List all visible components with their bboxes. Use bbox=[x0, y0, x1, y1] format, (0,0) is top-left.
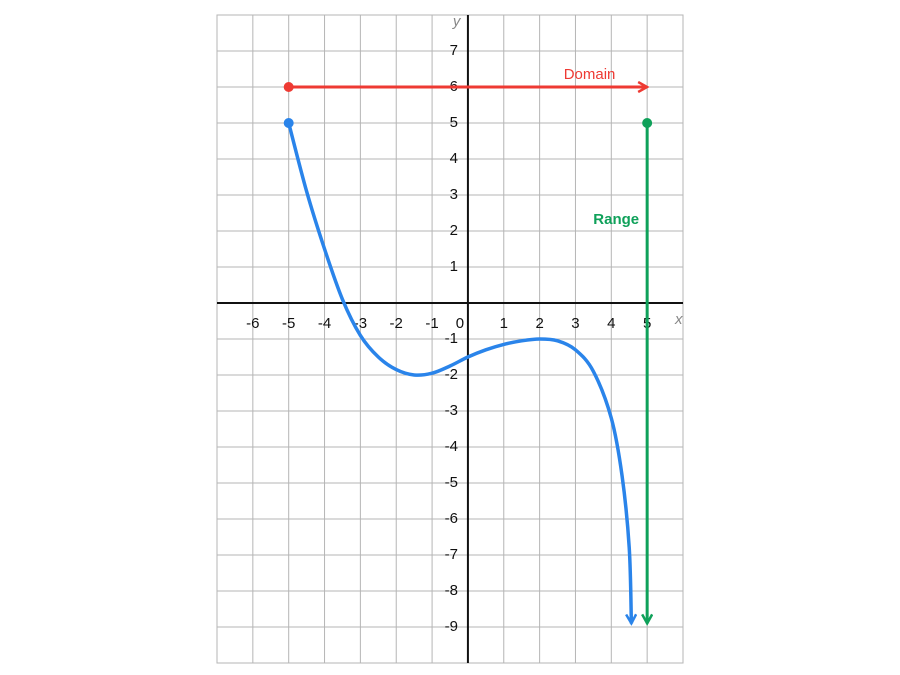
y-axis-label: y bbox=[452, 13, 462, 30]
y-tick-label: -1 bbox=[445, 330, 458, 347]
x-tick-label: 1 bbox=[500, 315, 508, 332]
y-tick-label: 3 bbox=[450, 186, 458, 203]
y-tick-label: -5 bbox=[445, 474, 458, 491]
y-tick-label: 5 bbox=[450, 114, 458, 131]
range-label: Range bbox=[593, 211, 639, 228]
x-tick-label: 4 bbox=[607, 315, 615, 332]
range-start-point bbox=[642, 118, 653, 128]
y-tick-label: -6 bbox=[445, 510, 458, 527]
y-tick-label: 1 bbox=[450, 258, 458, 275]
y-tick-label: -4 bbox=[445, 438, 458, 455]
x-tick-label: 2 bbox=[535, 315, 543, 332]
x-tick-label: -2 bbox=[390, 315, 403, 332]
y-tick-label: -8 bbox=[445, 582, 458, 599]
x-tick-label: -6 bbox=[246, 315, 259, 332]
y-tick-label: -2 bbox=[445, 366, 458, 383]
curve-start-point bbox=[283, 118, 294, 128]
y-tick-label: -3 bbox=[445, 402, 458, 419]
x-tick-label: -5 bbox=[282, 315, 295, 332]
x-tick-label: -4 bbox=[318, 315, 331, 332]
y-tick-label: 2 bbox=[450, 222, 458, 239]
domain-label: Domain bbox=[564, 66, 616, 83]
y-tick-label: -7 bbox=[445, 546, 458, 563]
domain-start-point bbox=[283, 82, 294, 92]
x-tick-label: -1 bbox=[425, 315, 438, 332]
y-tick-label: 7 bbox=[450, 42, 458, 59]
x-tick-label: 0 bbox=[456, 315, 464, 332]
x-axis-label: x bbox=[674, 311, 683, 328]
y-tick-label: 4 bbox=[450, 150, 458, 167]
function-curve bbox=[286, 122, 632, 623]
y-tick-label: -9 bbox=[445, 618, 458, 635]
x-tick-label: 3 bbox=[571, 315, 579, 332]
